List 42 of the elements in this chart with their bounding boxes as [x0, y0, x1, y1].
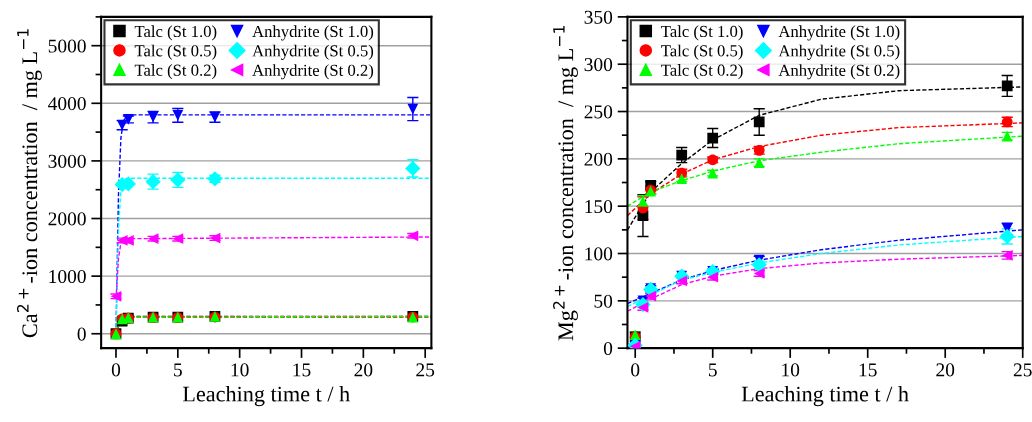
- y-tick-label: 50: [594, 294, 613, 308]
- x-tick-label: 15: [859, 363, 877, 377]
- legend-label: Talc (St 0.5): [661, 44, 743, 60]
- legend-label: Anhydrite (St 0.2): [778, 64, 900, 80]
- x-tick-label: 25: [416, 363, 435, 377]
- x-tick-label: 5: [174, 363, 182, 377]
- y-tick-label: 3000: [48, 154, 86, 168]
- y-tick-label: 250: [584, 105, 613, 119]
- x-tick-label: 10: [231, 363, 249, 377]
- x-tick-label: 0: [631, 363, 640, 377]
- y-tick-label: 100: [585, 247, 613, 261]
- legend-label: Talc (St 0.5): [134, 44, 217, 60]
- y-tick-label: 200: [584, 152, 613, 166]
- legend-label: Talc (St 0.2): [134, 64, 217, 80]
- y-tick-label: 5000: [48, 39, 86, 53]
- x-tick-label: 15: [293, 363, 311, 377]
- y-axis-title: Ca$^{2+}$-ion concentration / mg L$^{−1}$: [17, 29, 42, 338]
- legend-label: Anhydrite (St 0.5): [778, 44, 900, 60]
- x-tick-label: 0: [111, 363, 121, 377]
- y-tick-label: 4000: [48, 97, 86, 111]
- x-axis-title: Leaching time t / h: [182, 385, 350, 407]
- x-tick-label: 20: [354, 363, 373, 377]
- y-tick-label: 2000: [48, 212, 86, 226]
- x-axis-title: Leaching time t / h: [741, 385, 909, 407]
- legend-label: Talc (St 1.0): [661, 25, 743, 41]
- x-tick-label: 5: [708, 363, 717, 377]
- legend-label: Anhydrite (St 1.0): [252, 25, 374, 41]
- x-tick-label: 20: [936, 363, 955, 377]
- y-tick-label: 1000: [49, 269, 86, 284]
- legend-label: Talc (St 0.2): [661, 64, 743, 80]
- y-axis-title: Mg$^{2+}$-ion concentration / mg L$^{−1}$: [553, 26, 578, 341]
- y-tick-label: 350: [584, 10, 613, 24]
- x-tick-label: 10: [782, 363, 800, 377]
- legend-label: Anhydrite (St 0.5): [252, 44, 374, 60]
- y-tick-label: 0: [603, 341, 613, 356]
- y-tick-label: 300: [584, 58, 613, 72]
- legend-label: Anhydrite (St 0.2): [252, 64, 374, 80]
- y-tick-label: 150: [585, 199, 613, 214]
- x-tick-label: 25: [1013, 363, 1032, 377]
- y-tick-label: 0: [77, 327, 86, 341]
- legend-label: Talc (St 1.0): [134, 25, 217, 41]
- legend-label: Anhydrite (St 1.0): [778, 25, 900, 41]
